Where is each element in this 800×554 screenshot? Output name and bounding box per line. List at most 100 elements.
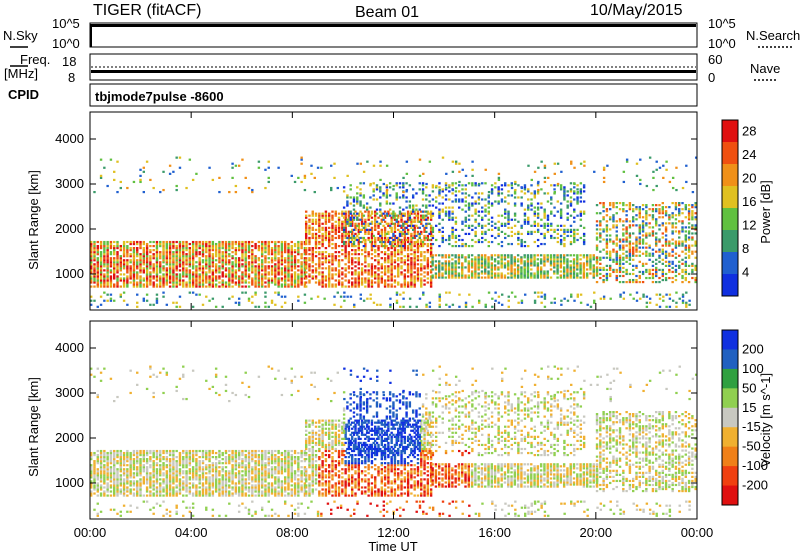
scatter-cell — [119, 474, 122, 477]
scatter-cell — [622, 170, 626, 173]
scatter-cell — [113, 472, 116, 475]
scatter-cell — [354, 210, 357, 213]
scatter-cell — [471, 224, 474, 227]
scatter-cell — [99, 451, 103, 455]
scatter-cell — [178, 249, 182, 252]
scatter-cell — [438, 244, 441, 248]
scatter-cell — [595, 274, 599, 277]
scatter-cell — [632, 264, 635, 267]
scatter-cell — [277, 271, 280, 274]
scatter-cell — [398, 232, 402, 236]
scatter-cell — [314, 255, 318, 258]
scatter-cell — [327, 255, 331, 258]
scatter-cell — [451, 170, 455, 173]
scatter-cell — [530, 260, 533, 263]
scatter-cell — [218, 240, 221, 244]
scatter-cell — [211, 178, 215, 182]
scatter-cell — [119, 261, 122, 264]
scatter-cell — [354, 214, 357, 217]
scatter-cell — [550, 301, 553, 304]
scatter-cell — [655, 208, 658, 211]
scatter-cell — [533, 256, 536, 259]
scatter-cell — [632, 224, 635, 227]
scatter-cell — [438, 228, 441, 231]
scatter-cell — [132, 269, 136, 272]
scatter-cell — [612, 226, 615, 229]
scatter-cell — [168, 240, 172, 244]
scatter-cell — [99, 271, 103, 274]
scatter-cell — [96, 449, 99, 453]
scatter-cell — [96, 462, 99, 465]
scatter-cell — [159, 255, 162, 258]
scatter-cell — [103, 281, 106, 284]
scatter-cell — [198, 281, 201, 284]
scatter-cell — [103, 166, 106, 169]
scatter-cell — [231, 269, 234, 272]
scatter-cell — [310, 172, 313, 175]
scatter-cell — [648, 226, 651, 229]
scatter-cell — [321, 234, 324, 238]
scatter-cell — [410, 257, 413, 260]
scatter-cell — [270, 271, 274, 274]
scatter-cell — [474, 202, 477, 205]
scatter-cell — [214, 255, 218, 258]
scatter-cell — [359, 204, 362, 207]
scatter-cell — [661, 210, 664, 213]
scatter-cell — [277, 267, 280, 270]
scatter-cell — [318, 265, 321, 268]
scatter-cell — [425, 204, 428, 207]
scatter-cell — [464, 204, 467, 207]
scatter-cell — [334, 232, 337, 236]
scatter-cell — [119, 267, 122, 270]
scatter-cell — [477, 222, 481, 225]
scatter-cell — [664, 254, 668, 257]
scatter-cell — [441, 236, 444, 240]
scatter-cell — [244, 275, 247, 278]
scatter-cell — [116, 449, 119, 453]
scatter-cell — [635, 278, 638, 282]
scatter-cell — [423, 259, 426, 262]
scatter-cell — [162, 170, 165, 173]
scatter-cell — [477, 202, 481, 205]
scatter-cell — [145, 160, 149, 163]
scatter-cell — [293, 281, 297, 284]
scatter-cell — [185, 261, 188, 264]
scatter-cell — [244, 279, 247, 282]
scatter-cell — [687, 226, 691, 229]
scatter-cell — [628, 220, 632, 223]
scatter-cell — [99, 464, 103, 467]
scatter-cell — [579, 190, 583, 193]
scatter-cell — [413, 275, 416, 278]
scatter-cell — [334, 226, 337, 229]
scatter-cell — [364, 240, 367, 244]
scatter-cell — [536, 264, 540, 267]
scatter-cell — [605, 278, 609, 282]
scatter-cell — [684, 206, 688, 209]
scatter-cell — [300, 279, 303, 282]
scatter-cell — [359, 188, 362, 191]
scatter-cell — [159, 263, 162, 266]
scatter-cell — [175, 285, 178, 288]
scatter-cell — [406, 267, 410, 270]
scatter-cell — [550, 224, 553, 227]
scatter-cell — [503, 262, 507, 265]
scatter-cell — [267, 240, 270, 244]
scatter-cell — [297, 265, 300, 268]
scatter-cell — [599, 232, 602, 235]
scatter-cell — [520, 232, 523, 236]
scatter-cell — [379, 186, 382, 189]
scatter-cell — [162, 275, 165, 278]
scatter-cell — [504, 236, 507, 240]
scatter-cell — [661, 258, 664, 261]
scatter-cell — [576, 232, 579, 236]
scatter-cell — [172, 170, 175, 173]
scatter-cell — [344, 269, 347, 272]
scatter-cell — [668, 252, 671, 255]
scatter-cell — [103, 480, 106, 483]
scatter-cell — [90, 299, 93, 302]
scatter-cell — [228, 253, 231, 256]
scatter-cell — [628, 272, 632, 276]
scatter-cell — [615, 258, 618, 261]
scatter-cell — [297, 279, 300, 282]
scatter-cell — [461, 272, 464, 275]
